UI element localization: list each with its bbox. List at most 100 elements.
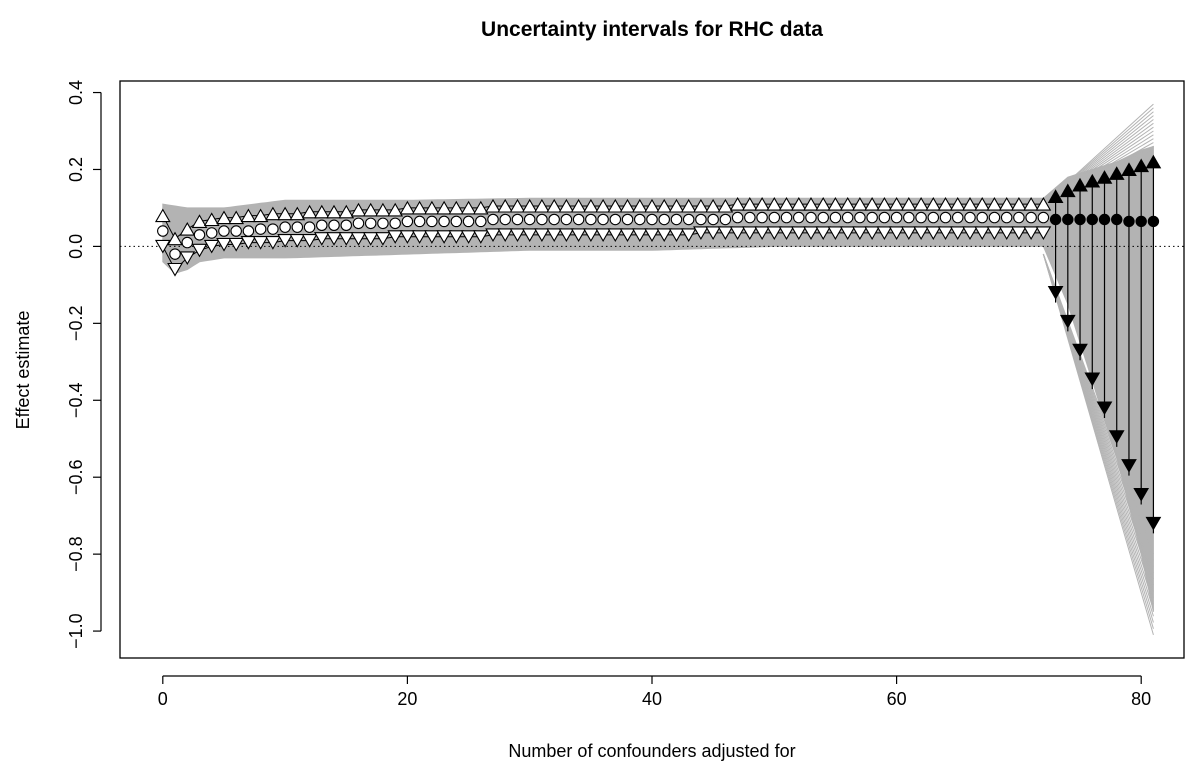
lower-bound-point [754, 226, 770, 241]
upper-bound-point [338, 204, 355, 219]
lower-bound-point [436, 230, 452, 244]
upper-bound-point [631, 198, 648, 213]
estimate-point [609, 213, 622, 226]
lower-bound-point-filled [1084, 372, 1101, 387]
lower-bound-point [631, 228, 648, 243]
bootstrap-path-upper [1043, 142, 1154, 205]
lower-bound-point [741, 226, 758, 241]
estimate-point [976, 211, 988, 224]
upper-bound-point [668, 198, 685, 213]
lower-bound-point [179, 251, 196, 266]
estimate-point [169, 248, 181, 260]
x-axis: 0 20 40 60 80 [158, 675, 1151, 709]
lower-bound-point-filled [1108, 430, 1125, 444]
estimate-point [964, 211, 976, 224]
lower-bound-point [705, 226, 721, 241]
estimate-point [242, 225, 255, 237]
estimate-point [364, 217, 377, 230]
upper-bound-point [998, 196, 1015, 211]
lower-bound-point [1023, 226, 1039, 241]
upper-bound-point [216, 210, 232, 225]
lower-bound-point-filled [1059, 314, 1076, 329]
upper-bound-point [839, 196, 856, 211]
upper-bound-point-filled [1047, 189, 1064, 203]
lower-bound-point [497, 228, 514, 243]
estimate-point [413, 215, 426, 228]
lower-bound-point [778, 226, 795, 241]
bootstrap-path-upper [1043, 119, 1154, 205]
upper-bound-point [644, 198, 660, 213]
lower-bound-point [399, 230, 416, 244]
upper-bound-point [693, 198, 709, 213]
lower-bound-point [411, 230, 428, 244]
estimate-point [670, 213, 683, 226]
lower-bound-point [460, 230, 477, 244]
estimate-point-filled [1123, 215, 1135, 228]
estimate-point-filled [1111, 213, 1123, 226]
upper-bound-point [986, 196, 1003, 211]
upper-bound-point [815, 196, 832, 211]
y-tick-label: −0.8 [66, 536, 86, 572]
bootstrap-path-upper [1043, 130, 1154, 205]
estimate-point-filled [1098, 213, 1111, 226]
upper-bound-point [191, 214, 208, 228]
lower-bound-point [558, 228, 575, 243]
upper-bound-point [619, 198, 636, 213]
estimate-point [927, 211, 940, 224]
lower-bound-point [925, 226, 942, 241]
y-tick-label: 0.0 [66, 234, 86, 259]
estimate-point [548, 213, 560, 226]
upper-bound-point-filled [1108, 166, 1125, 180]
lower-bound-point [962, 226, 978, 241]
estimate-point [438, 215, 450, 228]
lower-bound-point [876, 226, 893, 241]
upper-bound-point [387, 202, 404, 217]
y-tick-label: −1.0 [66, 613, 86, 649]
lower-bound-point [766, 226, 783, 241]
upper-bound-point [203, 212, 220, 227]
upper-bound-point-filled [1145, 154, 1162, 169]
estimate-point [866, 211, 878, 224]
y-axis: 0.4 0.2 0.0 −0.2 −0.4 −0.6 −0.8 −1.0 [66, 80, 102, 649]
upper-bound-point [167, 231, 183, 246]
estimate-point [841, 211, 854, 224]
estimate-point [805, 211, 817, 224]
lower-bound-point [154, 239, 171, 254]
estimate-point [634, 213, 646, 226]
estimate-point [793, 211, 805, 224]
upper-bound-point [778, 196, 795, 211]
upper-bound-point [289, 206, 306, 221]
lower-bound-point-filled [1072, 343, 1088, 358]
estimate-point [157, 225, 169, 237]
upper-bound-point [962, 196, 978, 211]
estimate-point [1000, 211, 1013, 224]
estimate-point [523, 213, 536, 226]
lower-bound-point [509, 228, 526, 243]
y-tick-label: −0.6 [66, 459, 86, 495]
estimate-point [230, 225, 242, 237]
estimate-point [254, 223, 267, 235]
upper-bound-point [546, 198, 563, 213]
lower-bound-point [387, 230, 404, 244]
x-tick-label: 60 [887, 689, 907, 709]
upper-bound-point [925, 196, 942, 211]
lower-bound-point [619, 228, 636, 243]
bootstrap-path-upper [1043, 138, 1154, 205]
upper-bound-point [974, 196, 991, 211]
estimate-point [621, 213, 634, 226]
lower-bound-point [852, 226, 868, 241]
upper-bound-point [277, 206, 293, 221]
lower-bound-point [607, 228, 624, 243]
lower-bound-point [1011, 226, 1027, 241]
lower-bound-point-filled [1047, 286, 1064, 300]
upper-bound-point-filled [1059, 183, 1076, 198]
estimate-point [291, 221, 304, 233]
estimate-point [878, 211, 891, 224]
upper-bound-point [179, 221, 196, 236]
estimate-point [560, 213, 573, 226]
lower-bound-point [338, 232, 355, 246]
upper-bound-point [888, 196, 905, 211]
bootstrap-path-upper [1043, 134, 1154, 205]
estimate-point [658, 213, 670, 226]
upper-bound-point [876, 196, 893, 211]
